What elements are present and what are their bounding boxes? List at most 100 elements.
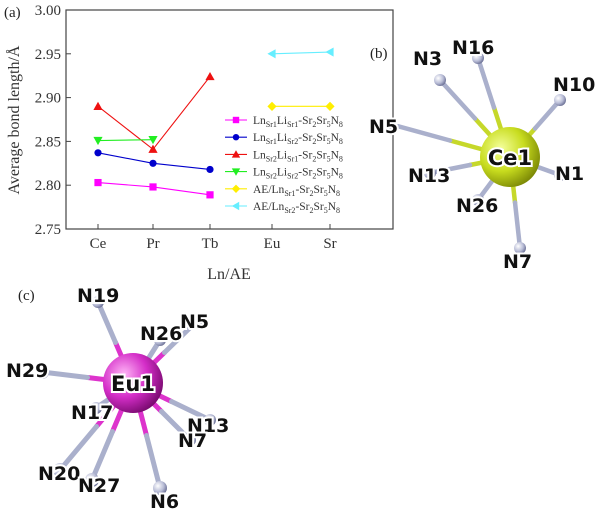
bond (159, 409, 193, 443)
y-tick-label: 2.90 (35, 91, 61, 107)
panel-label-b: (b) (370, 46, 388, 62)
legend-entry: LnSr2LiSr2-Sr2Sr5N8 (225, 167, 343, 181)
panel-label-c: (c) (18, 288, 35, 304)
x-axis-label: Ln/AE (207, 266, 251, 283)
nitrogen-atom (472, 194, 484, 206)
nitrogen-atom (554, 94, 566, 106)
bond (387, 121, 453, 143)
series-4 (93, 136, 158, 146)
series-6 (267, 47, 334, 59)
data-point (231, 168, 241, 176)
bond (437, 77, 478, 121)
series-layer (93, 47, 335, 199)
data-point (231, 150, 241, 158)
ligand-label: N13 (187, 415, 229, 437)
ce1-ligands: N3 N16 N10 N5 N13 N1 N26 N7 (367, 35, 597, 275)
ligand-label: N26 (140, 323, 182, 345)
legend-entry: AE/LnSr1-Sr2Sr5N8 (225, 184, 340, 198)
data-point (93, 101, 103, 110)
bond (95, 299, 118, 345)
data-point (232, 134, 240, 141)
data-point (267, 49, 276, 59)
data-point (94, 149, 102, 157)
ligand-label: N5 (369, 116, 398, 138)
data-point (94, 178, 102, 187)
center-atom-label: Ce1 (488, 146, 532, 170)
data-point (231, 201, 240, 211)
y-tick-label: 2.80 (35, 178, 61, 194)
legend-label: LnSr1LiSr2-Sr2Sr5N8 (253, 132, 343, 146)
bond (427, 162, 473, 176)
ce1-center-atom: Ce1 (480, 127, 540, 187)
ligand-label: N10 (553, 74, 595, 96)
bond (144, 433, 163, 491)
y-tick-label: 2.95 (35, 47, 61, 63)
data-point (149, 183, 157, 191)
eu1-center-atom: Eu1 (103, 353, 163, 413)
data-point (148, 136, 158, 145)
data-point (206, 191, 214, 199)
bond (162, 319, 199, 355)
nitrogen-atom (153, 481, 167, 495)
data-point (205, 71, 215, 81)
panel-label-a: (a) (4, 5, 21, 21)
ligand-label: N6 (150, 491, 179, 513)
data-point (267, 101, 277, 111)
nitrogen-atom (554, 169, 566, 181)
series-5 (267, 101, 335, 111)
data-point (148, 144, 158, 153)
bond (512, 200, 523, 251)
legend-label: AE/LnSr2-Sr2Sr5N8 (253, 201, 340, 215)
center-atom-sphere (103, 353, 163, 413)
ligand-label: N17 (71, 402, 113, 424)
y-axis: 2.75 2.80 2.85 2.90 2.95 3.00 (35, 3, 71, 238)
nitrogen-atom (90, 402, 102, 414)
bond (57, 424, 99, 473)
nitrogen-atom (434, 74, 446, 86)
center-atom-sphere (480, 127, 540, 187)
data-point (232, 116, 240, 124)
series-line (97, 139, 154, 142)
ligand-label: N27 (78, 475, 120, 497)
x-tick-label: Tb (202, 236, 219, 252)
legend: LnSr1LiSr1-Sr2Sr5N8 LnSr1LiSr2-Sr2Sr5N8 Ln… (225, 115, 343, 215)
ligand-label: N7 (178, 430, 207, 452)
nitrogen-atom (514, 242, 526, 254)
legend-label: LnSr2LiSr2-Sr2Sr5N8 (253, 167, 343, 181)
y-tick-label: 3.00 (35, 3, 61, 19)
ligand-label: N3 (413, 48, 442, 70)
nitrogen-atom (190, 316, 202, 328)
nitrogen-atom (53, 463, 67, 477)
series-1 (94, 178, 214, 199)
data-point (325, 101, 335, 111)
data-point (206, 165, 214, 174)
ligand-label: N5 (180, 311, 209, 333)
ligand-label: N7 (503, 251, 532, 273)
ce1-coordination-structure: (b) N3 N16 N10 N5 N13 N1 N26 N7 Ce1 (367, 35, 597, 275)
center-atom-label: Eu1 (111, 372, 155, 396)
nitrogen-atom (424, 167, 436, 179)
legend-entry: LnSr1LiSr1-Sr2Sr5N8 (225, 115, 343, 129)
nitrogen-atom (472, 52, 484, 64)
ligand-label: N1 (555, 163, 584, 185)
ligand-label: N16 (452, 37, 494, 59)
data-point (149, 159, 157, 167)
x-axis: Ce Pr Tb Eu Sr (90, 224, 337, 252)
legend-entry: LnSr2LiSr1-Sr2Sr5N8 (225, 149, 343, 163)
legend-label: AE/LnSr1-Sr2Sr5N8 (253, 184, 340, 198)
nitrogen-atom (35, 365, 49, 379)
bond (39, 369, 90, 380)
legend-label: LnSr2LiSr1-Sr2Sr5N8 (253, 149, 343, 163)
legend-entry: LnSr1LiSr2-Sr2Sr5N8 (225, 132, 343, 146)
series-2 (94, 149, 214, 174)
legend-entry: AE/LnSr2-Sr2Sr5N8 (225, 201, 340, 215)
x-tick-label: Eu (264, 236, 281, 252)
bond (89, 429, 115, 483)
series-3 (93, 71, 215, 153)
data-point (231, 184, 241, 193)
data-point (325, 47, 334, 57)
y-axis-label: Average bond length/Å (5, 45, 23, 194)
ligand-label: N26 (456, 195, 498, 217)
x-tick-label: Pr (146, 236, 159, 252)
